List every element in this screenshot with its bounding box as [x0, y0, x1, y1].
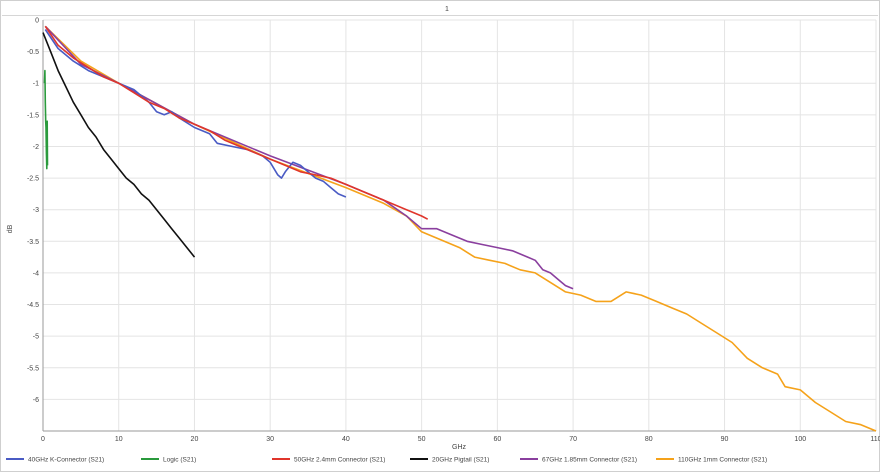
series-line	[44, 25, 429, 220]
y-tick-label: -1	[33, 81, 39, 88]
y-tick-label: -5.5	[27, 365, 39, 372]
x-tick-label: 90	[721, 436, 729, 443]
x-tick-label: 70	[569, 436, 577, 443]
x-tick-label: 100	[794, 436, 806, 443]
y-tick-label: -3	[33, 207, 39, 214]
y-tick-label: -2.5	[27, 176, 39, 183]
y-tick-label: 0	[35, 18, 39, 25]
grid	[42, 19, 877, 431]
x-tick-label: 20	[191, 436, 199, 443]
y-axis-title: dB	[7, 224, 14, 233]
series-line	[44, 25, 877, 432]
x-tick-label: 60	[493, 436, 501, 443]
x-axis-title: GHz	[452, 444, 467, 451]
y-tick-label: -4	[33, 270, 39, 277]
series-line	[44, 25, 574, 290]
legend-item: 67GHz 1.85mm Connector (S21)	[520, 457, 637, 464]
chart-title: 1	[445, 6, 449, 13]
x-tick-label: 10	[115, 436, 123, 443]
legend-label: 110GHz 1mm Connector (S21)	[678, 457, 767, 464]
legend-label: Logic (S21)	[163, 457, 196, 464]
legend-item: 110GHz 1mm Connector (S21)	[656, 457, 767, 464]
series-line	[43, 69, 49, 170]
legend-item: Logic (S21)	[141, 457, 196, 464]
x-tick-label: 50	[418, 436, 426, 443]
legend-label: 67GHz 1.85mm Connector (S21)	[542, 457, 637, 464]
x-tick-label: 110	[870, 436, 880, 443]
legend-item: 40GHz K-Connector (S21)	[6, 457, 104, 464]
axes: 0 10 20 30 40 50 60 70 80 90 100 110 0 -0.5 -1 -1.5 -2 -2…	[27, 18, 880, 444]
y-tick-label: -6	[33, 397, 39, 404]
legend-item: 50GHz 2.4mm Connector (S21)	[272, 457, 385, 464]
y-tick-label: -4.5	[27, 302, 39, 309]
x-tick-label: 0	[41, 436, 45, 443]
series-lines	[42, 25, 877, 432]
y-tick-label: -5	[33, 334, 39, 341]
legend-label: 50GHz 2.4mm Connector (S21)	[294, 457, 385, 464]
series-line	[42, 32, 196, 258]
legend: 40GHz K-Connector (S21) Logic (S21) 50GHz …	[6, 457, 767, 464]
legend-label: 20GHz Pigtail (S21)	[432, 457, 489, 464]
y-tick-label: -2	[33, 144, 39, 151]
y-tick-label: -1.5	[27, 112, 39, 119]
y-tick-label: -3.5	[27, 239, 39, 246]
legend-label: 40GHz K-Connector (S21)	[28, 457, 104, 464]
legend-item: 20GHz Pigtail (S21)	[410, 457, 489, 464]
x-tick-label: 80	[645, 436, 653, 443]
x-tick-label: 40	[342, 436, 350, 443]
x-tick-label: 30	[266, 436, 274, 443]
y-tick-label: -0.5	[27, 49, 39, 56]
